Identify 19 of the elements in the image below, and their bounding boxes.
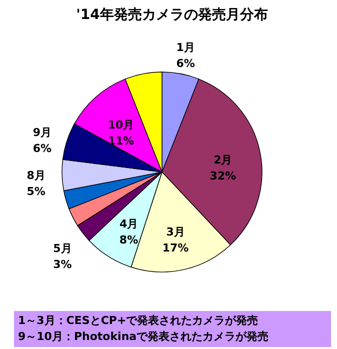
data-label: 6% — [176, 57, 195, 70]
slice-label: 4月 — [119, 217, 138, 230]
data-label: 8% — [119, 233, 138, 246]
data-label: 11% — [108, 134, 134, 148]
slice-label: 9月 — [32, 126, 52, 140]
data-label: 6% — [32, 142, 52, 156]
text: 9～10月：Photokinaで発表されたカメラが発売 — [18, 329, 270, 345]
text: 1～3月：CESとCP+で発表されたカメラが発売 — [18, 313, 260, 329]
slice-label: 1月 — [176, 41, 195, 54]
chart-title: '14年発売カメラの発売月分布 — [76, 7, 268, 24]
data-label: 3% — [53, 258, 72, 272]
slice-label: 8月 — [26, 168, 46, 182]
data-label: 5% — [26, 184, 46, 198]
data-label: 32% — [210, 169, 236, 182]
data-label: 17% — [162, 242, 189, 255]
slice-label: 5月 — [53, 242, 72, 256]
slice-label: 3月 — [166, 226, 185, 239]
slice-label: 2月 — [214, 153, 232, 166]
slice-label: 10月 — [108, 118, 134, 132]
